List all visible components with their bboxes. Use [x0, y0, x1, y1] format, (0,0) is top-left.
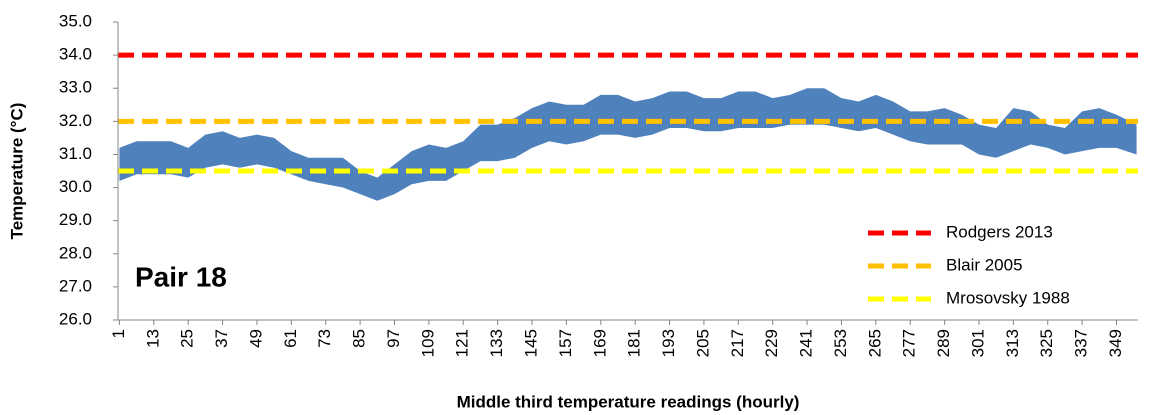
- y-tick-label: 32.0: [59, 111, 92, 130]
- x-tick-label: 241: [797, 329, 816, 357]
- y-tick-label: 30.0: [59, 177, 92, 196]
- x-tick-label: 181: [625, 329, 644, 357]
- x-tick-label: 133: [487, 329, 506, 357]
- x-axis-title: Middle third temperature readings (hourl…: [457, 392, 800, 411]
- x-tick-label: 49: [246, 329, 265, 348]
- x-tick-label: 85: [350, 329, 369, 348]
- y-tick-label: 35.0: [59, 11, 92, 30]
- x-tick-label: 157: [556, 329, 575, 357]
- x-tick-label: 25: [178, 329, 197, 348]
- x-tick-label: 37: [212, 329, 231, 348]
- y-tick-label: 31.0: [59, 144, 92, 163]
- x-tick-label: 97: [384, 329, 403, 348]
- x-tick-label: 253: [831, 329, 850, 357]
- x-tick-label: 169: [590, 329, 609, 357]
- x-tick-label: 229: [762, 329, 781, 357]
- x-tick-label: 325: [1037, 329, 1056, 357]
- x-tick-label: 265: [865, 329, 884, 357]
- x-tick-label: 61: [281, 329, 300, 348]
- x-tick-label: 145: [522, 329, 541, 357]
- annotation: Pair 18: [135, 261, 227, 292]
- x-tick-label: 349: [1106, 329, 1125, 357]
- x-tick-label: 277: [900, 329, 919, 357]
- x-tick-label: 73: [315, 329, 334, 348]
- x-tick-label: 193: [659, 329, 678, 357]
- x-tick-label: 313: [1003, 329, 1022, 357]
- x-tick-label: 13: [143, 329, 162, 348]
- y-tick-label: 33.0: [59, 78, 92, 97]
- y-tick-label: 28.0: [59, 243, 92, 262]
- x-tick-label: 217: [728, 329, 747, 357]
- y-tick-label: 27.0: [59, 276, 92, 295]
- legend-label: Mrosovsky 1988: [946, 288, 1070, 307]
- y-axis-title: Temperature (°C): [7, 103, 26, 240]
- x-tick-label: 121: [453, 329, 472, 357]
- x-tick-label: 109: [418, 329, 437, 357]
- y-tick-label: 34.0: [59, 45, 92, 64]
- y-tick-label: 26.0: [59, 309, 92, 328]
- x-tick-label: 205: [693, 329, 712, 357]
- x-tick-label: 337: [1072, 329, 1091, 357]
- legend-label: Rodgers 2013: [946, 222, 1053, 241]
- legend-label: Blair 2005: [946, 255, 1023, 274]
- x-tick-label: 289: [934, 329, 953, 357]
- x-tick-label: 1: [109, 329, 128, 338]
- y-tick-label: 29.0: [59, 210, 92, 229]
- range-band: [119, 88, 1137, 201]
- x-tick-label: 301: [968, 329, 987, 357]
